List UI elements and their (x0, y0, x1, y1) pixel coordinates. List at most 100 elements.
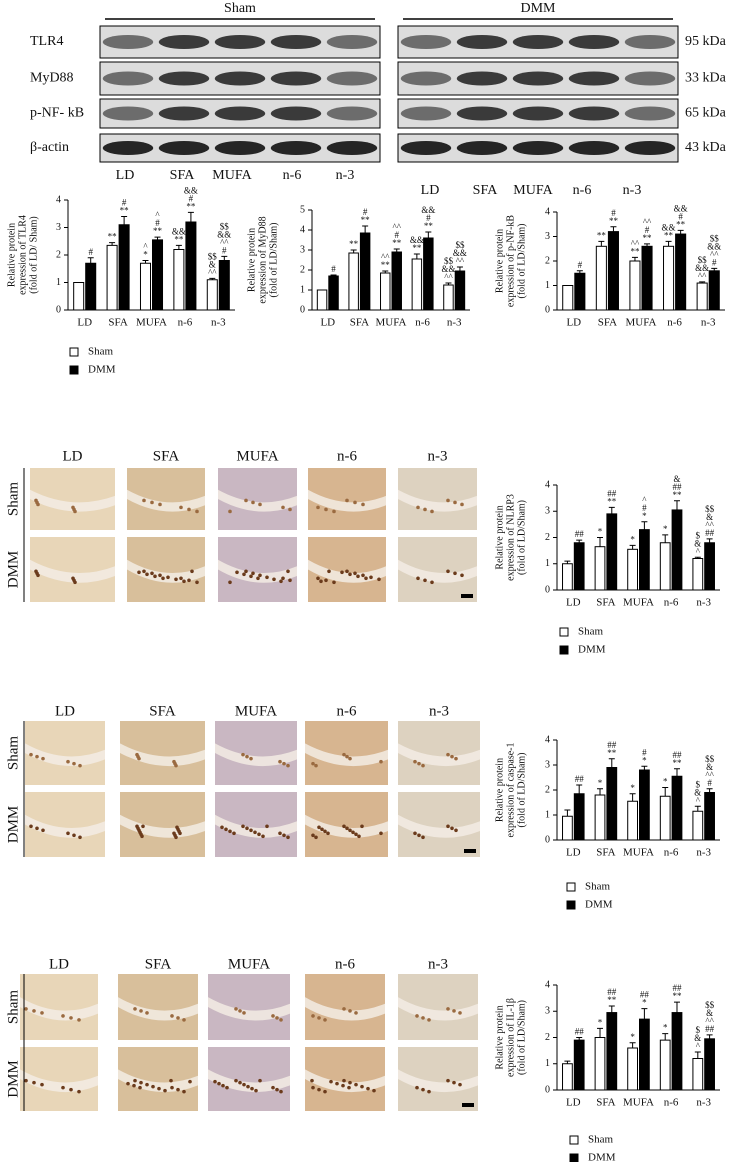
bar (659, 1039, 671, 1091)
blot-band (624, 71, 676, 86)
significance-mark: ^^ (643, 217, 652, 227)
cell (166, 575, 170, 580)
bar (708, 270, 720, 311)
column-label: n-6 (337, 703, 357, 719)
significance-mark: ** (424, 221, 434, 231)
protein-label: p-NF- kB (30, 106, 84, 121)
significance-mark: $ (696, 530, 701, 540)
row-label: DMM (5, 806, 21, 844)
bar (671, 775, 683, 841)
bar (594, 546, 606, 591)
cell (150, 571, 154, 576)
cell (137, 756, 141, 761)
error-bar (673, 1001, 680, 1013)
blot-band (400, 35, 452, 49)
significance-mark: ## (575, 529, 585, 539)
cell (178, 831, 182, 836)
y-tick-label: 4 (300, 224, 305, 235)
error-bar (644, 243, 651, 247)
protein-label: TLR4 (30, 34, 63, 49)
column-label: SFA (153, 448, 180, 464)
significance-mark: ## (607, 987, 617, 997)
y-axis-label: Relative protein (246, 228, 257, 292)
bar (454, 270, 466, 311)
bar (639, 529, 650, 591)
blot-band (512, 71, 564, 86)
cell (329, 1079, 333, 1084)
cell (421, 1016, 425, 1020)
cell (176, 1016, 180, 1020)
bar (704, 542, 715, 591)
column-label: n-6 (335, 956, 355, 972)
significance-mark: ** (607, 496, 617, 506)
cell (356, 574, 360, 579)
x-tick-label: n-3 (211, 317, 226, 329)
error-bar (711, 267, 718, 271)
cell (361, 573, 365, 578)
bar (704, 792, 715, 841)
x-tick-label: n-3 (701, 317, 716, 329)
y-axis-label: expression of caspase-1 (505, 743, 516, 838)
significance-mark: # (611, 208, 616, 218)
bar (692, 1058, 704, 1091)
blot-band (400, 106, 452, 121)
error-bar (629, 1042, 636, 1048)
column-label: LD (49, 956, 69, 972)
bar (573, 793, 585, 841)
significance-mark: # (222, 245, 227, 255)
tissue-stripe (305, 1069, 385, 1093)
blot-band (568, 141, 620, 155)
cell (281, 576, 285, 581)
error-bar (699, 281, 706, 284)
significance-mark: ** (153, 226, 163, 236)
y-tick-label: 0 (545, 834, 550, 845)
blot-band (568, 106, 620, 121)
significance-mark: $$ (698, 255, 708, 265)
blot-band (214, 71, 266, 86)
bar (562, 1063, 573, 1091)
cell (242, 1011, 246, 1015)
significance-mark: ^^ (705, 1016, 714, 1026)
significance-mark: ## (640, 990, 650, 1000)
significance-mark: ** (108, 232, 118, 242)
cell (145, 572, 149, 577)
bar (443, 284, 454, 311)
tissue-stripe (208, 997, 290, 1021)
significance-mark: ** (607, 748, 617, 758)
cell (377, 577, 381, 582)
error-bar (564, 1060, 571, 1064)
lane-label: n-6 (573, 183, 592, 198)
significance-mark: ## (607, 740, 617, 750)
cell (278, 831, 282, 836)
y-tick-label: 3 (545, 1006, 550, 1017)
bar (359, 232, 371, 311)
tissue-stripe (215, 743, 297, 767)
significance-mark: $$ (710, 233, 720, 243)
cell (174, 577, 178, 582)
cell (244, 498, 248, 503)
cell (342, 824, 346, 829)
blot-band (624, 106, 676, 121)
column-label: LD (63, 448, 83, 464)
significance-mark: ^^ (698, 271, 707, 281)
significance-mark: ** (412, 243, 422, 253)
cell (369, 575, 373, 580)
bar (380, 272, 391, 311)
error-bar (425, 231, 432, 238)
cell (170, 1014, 174, 1018)
cell (345, 569, 349, 574)
y-tick-label: 2 (545, 784, 550, 795)
cell (272, 577, 276, 582)
significance-mark: && (184, 185, 198, 195)
legend-label: DMM (585, 899, 613, 911)
cell (179, 576, 183, 581)
cell (138, 1085, 142, 1090)
tissue-stripe (25, 814, 105, 838)
blot-band (456, 35, 508, 49)
significance-mark: ^ (143, 242, 148, 252)
y-axis-label: (fold of LD/Sham) (516, 753, 527, 828)
y-tick-label: 3 (545, 506, 550, 517)
bar (627, 548, 638, 591)
cell (195, 509, 199, 514)
significance-mark: ** (676, 219, 686, 229)
